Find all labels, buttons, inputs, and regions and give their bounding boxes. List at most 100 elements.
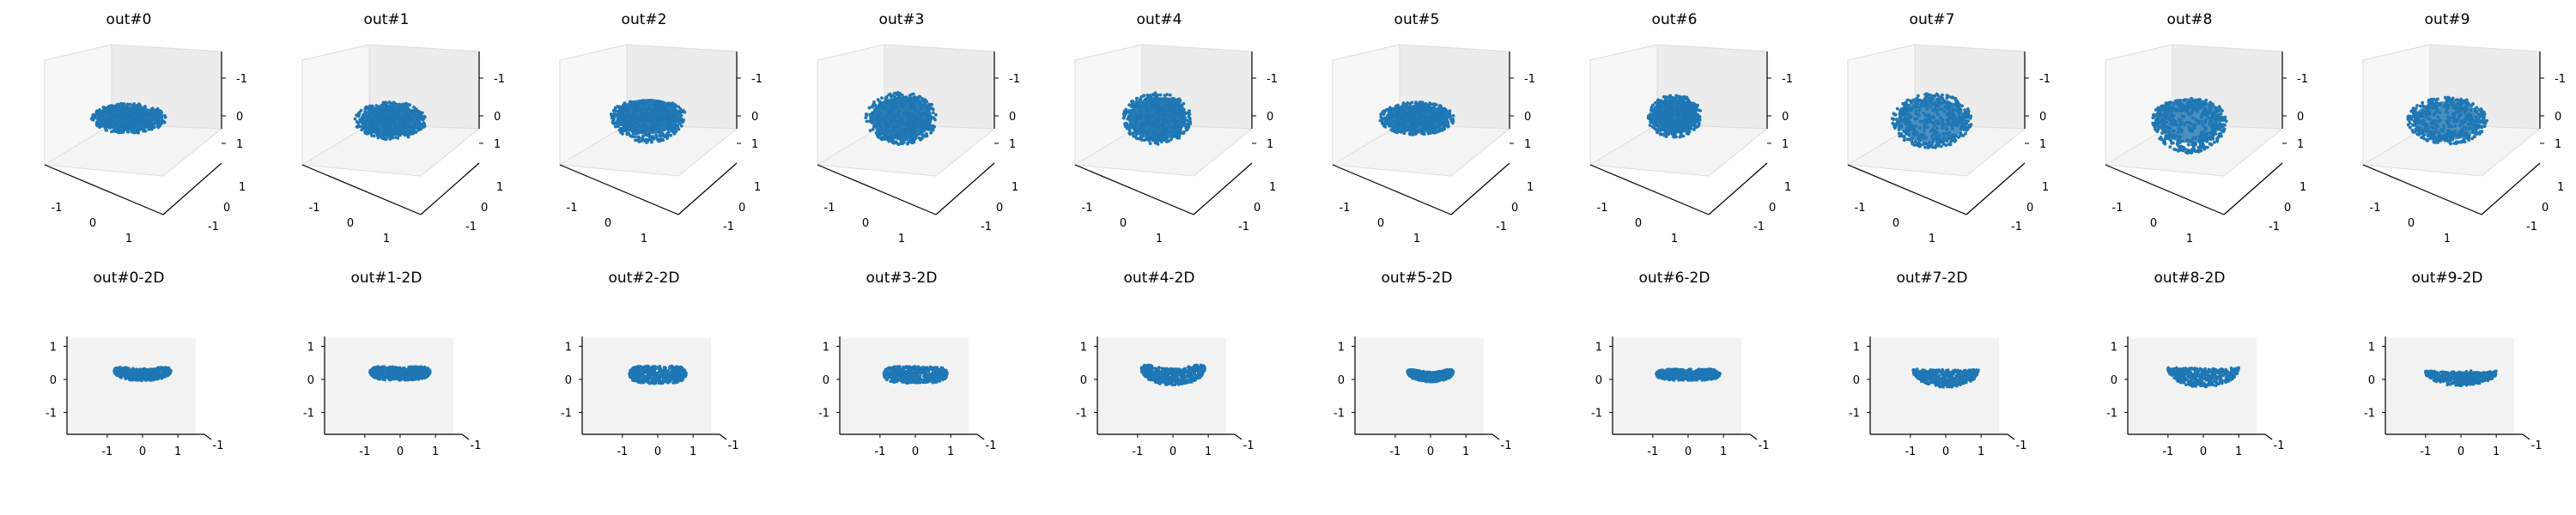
data-point xyxy=(616,105,620,108)
data-point xyxy=(2185,151,2190,155)
x-tick-label: 0 xyxy=(2408,217,2415,230)
data-point xyxy=(622,128,626,131)
data-point xyxy=(1965,110,1970,114)
data-point xyxy=(664,134,667,138)
data-point xyxy=(1893,112,1898,117)
data-point xyxy=(156,125,161,130)
z-tick-label: 0 xyxy=(236,111,243,124)
z-tick-label: -1 xyxy=(2555,73,2566,86)
data-point xyxy=(1694,125,1698,130)
y-axis-line xyxy=(162,162,222,215)
z-tick-label: 1 xyxy=(2039,138,2046,151)
data-point xyxy=(1647,114,1650,118)
data-point xyxy=(1923,93,1927,96)
data-point xyxy=(677,127,681,131)
data-point xyxy=(389,101,392,106)
x-tick-label: -1 xyxy=(1597,202,1608,215)
z-tick-label: 1 xyxy=(2297,138,2304,151)
y-tick-label: 1 xyxy=(1269,181,1276,194)
panel-3d-4: out#4-101-101-101 xyxy=(1073,11,1278,245)
data-point xyxy=(1674,94,1679,98)
data-point xyxy=(1892,117,1895,121)
panel-3d-7: out#7-101-101-101 xyxy=(1846,11,2050,245)
data-point xyxy=(1440,129,1444,132)
x-tick-label: -1 xyxy=(567,202,578,215)
z-tick-label: 0 xyxy=(1009,111,1016,124)
data-point xyxy=(1659,132,1663,136)
data-point xyxy=(1121,116,1126,120)
data-point xyxy=(1385,107,1388,112)
y-tick-label: -1 xyxy=(208,221,219,233)
z-tick-label: 0 xyxy=(1267,111,1273,124)
data-point xyxy=(679,109,683,113)
panel-3d-0: out#0-101-101-101 xyxy=(43,11,247,245)
data-point xyxy=(1135,97,1139,100)
x-tick-label: 1 xyxy=(2186,233,2193,245)
data-point xyxy=(1915,97,1918,100)
data-point xyxy=(896,142,901,147)
data-point xyxy=(404,103,408,107)
data-point xyxy=(1664,132,1668,136)
data-point xyxy=(2154,124,2159,128)
x-tick-label: -1 xyxy=(1082,202,1093,215)
x-tick-label: 1 xyxy=(1671,233,1678,245)
x-tick-label: 0 xyxy=(1120,217,1127,230)
data-point xyxy=(160,116,164,120)
data-point xyxy=(384,100,387,105)
data-point xyxy=(2156,106,2160,111)
data-point-core xyxy=(97,106,161,131)
z-tick-label: 0 xyxy=(2039,111,2046,124)
data-point xyxy=(876,98,880,102)
data-point xyxy=(2172,148,2176,151)
data-point xyxy=(894,140,898,144)
y-tick-label: 1 xyxy=(1527,181,1534,194)
x-tick-label: 1 xyxy=(125,233,132,245)
x-tick-label: -1 xyxy=(1855,202,1866,215)
data-point-core xyxy=(1650,99,1698,134)
data-point xyxy=(1451,114,1455,118)
data-point xyxy=(1698,115,1702,119)
data-point xyxy=(1898,134,1902,138)
data-point xyxy=(1176,98,1180,101)
y-tick-label: 0 xyxy=(738,202,745,215)
data-point xyxy=(1960,104,1965,108)
panel-3d-6: out#6-101-101-101 xyxy=(1589,11,1793,245)
data-point xyxy=(671,128,675,132)
data-point xyxy=(2151,121,2155,125)
data-point xyxy=(125,103,130,107)
data-point xyxy=(1923,145,1927,149)
z-tick-label: 0 xyxy=(494,111,501,124)
panel-title: out#1 xyxy=(364,11,410,28)
x-tick-label: -1 xyxy=(824,202,835,215)
data-point xyxy=(135,104,138,107)
x-tick-label: 0 xyxy=(605,217,611,230)
data-point xyxy=(1679,96,1683,100)
data-point xyxy=(112,129,116,133)
x-tick-label: 1 xyxy=(641,233,647,245)
data-point xyxy=(2154,114,2157,118)
z-tick-label: -1 xyxy=(1267,73,1278,86)
data-point xyxy=(680,118,684,123)
data-point-core xyxy=(617,99,680,134)
data-point xyxy=(613,124,617,129)
data-point xyxy=(1142,94,1146,98)
data-point xyxy=(118,102,122,106)
data-point xyxy=(1124,112,1127,116)
data-point xyxy=(910,93,914,96)
data-point xyxy=(1966,107,1970,111)
data-point xyxy=(2221,109,2224,112)
x-tick-label: 0 xyxy=(862,217,869,230)
data-point xyxy=(1186,127,1189,130)
panel-title: out#3 xyxy=(879,11,925,28)
data-point xyxy=(422,121,426,125)
x-tick-label: -1 xyxy=(2370,202,2381,215)
data-point xyxy=(929,130,933,135)
data-point xyxy=(2171,141,2175,145)
data-point xyxy=(1407,131,1412,136)
data-point xyxy=(931,128,935,132)
data-point xyxy=(1411,133,1415,136)
data-point-core xyxy=(871,97,933,140)
data-point xyxy=(1153,91,1157,95)
data-point xyxy=(1434,103,1438,106)
y-axis-line xyxy=(1193,162,1253,215)
